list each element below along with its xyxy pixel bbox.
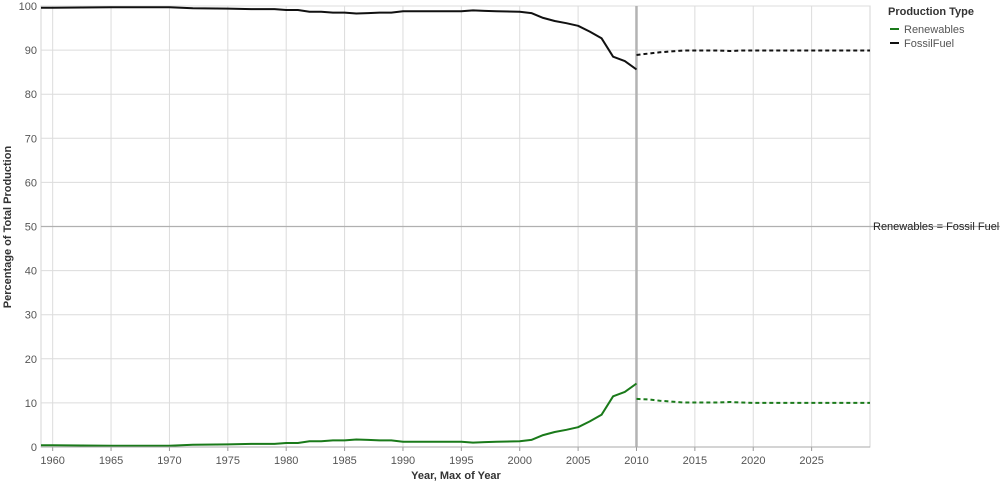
legend-label-fossilfuel: FossilFuel bbox=[904, 38, 954, 50]
y-tick-label: 30 bbox=[25, 310, 37, 322]
series-layer bbox=[41, 6, 870, 447]
x-tick-label: 1970 bbox=[157, 455, 181, 467]
x-tick-label: 2005 bbox=[566, 455, 590, 467]
reference-layer bbox=[41, 6, 1000, 447]
x-tick-label: 1980 bbox=[274, 455, 298, 467]
x-tick-label: 1965 bbox=[99, 455, 123, 467]
series-line-renewables-solid bbox=[41, 382, 638, 447]
x-tick-label: 2015 bbox=[683, 455, 707, 467]
x-tick-label: 2000 bbox=[507, 455, 531, 467]
x-tick-label: 2010 bbox=[624, 455, 648, 467]
x-tick-label: 2025 bbox=[799, 455, 823, 467]
y-tick-label: 60 bbox=[25, 177, 37, 189]
y-tick-label: 70 bbox=[25, 133, 37, 145]
x-axis-title: Year, Max of Year bbox=[411, 470, 501, 482]
y-tick-label: 0 bbox=[31, 442, 37, 454]
y-tick-label: 20 bbox=[25, 354, 37, 366]
y-tick-label: 80 bbox=[25, 89, 37, 101]
y-tick-label: 10 bbox=[25, 398, 37, 410]
y-tick-label: 100 bbox=[19, 1, 37, 13]
legend: Production Type Renewables FossilFuel bbox=[888, 6, 974, 50]
y-tick-label: 90 bbox=[25, 45, 37, 57]
legend-label-renewables: Renewables bbox=[904, 24, 965, 36]
legend-entries: Renewables FossilFuel bbox=[890, 24, 965, 50]
series-line-renewables-dashed bbox=[636, 397, 870, 404]
x-tick-label: 1985 bbox=[332, 455, 356, 467]
x-tick-label: 2020 bbox=[741, 455, 765, 467]
x-tick-label: 1990 bbox=[391, 455, 415, 467]
y-axis-title: Percentage of Total Production bbox=[2, 146, 14, 309]
series-line-fossilfuel-dashed bbox=[636, 49, 870, 56]
x-tick-label: 1975 bbox=[216, 455, 240, 467]
x-tick-label: 1960 bbox=[40, 455, 64, 467]
y-tick-label: 50 bbox=[25, 222, 37, 234]
legend-title: Production Type bbox=[888, 6, 974, 18]
reference-line-label: Renewables = Fossil Fuel bbox=[873, 221, 999, 233]
axis-layer: 0 10 20 30 40 50 60 70 80 90 100 1960 1965 1970 1975 19… bbox=[19, 1, 870, 467]
series-line-fossilfuel-solid bbox=[41, 6, 638, 71]
y-tick-label: 40 bbox=[25, 266, 37, 278]
x-tick-label: 1995 bbox=[449, 455, 473, 467]
